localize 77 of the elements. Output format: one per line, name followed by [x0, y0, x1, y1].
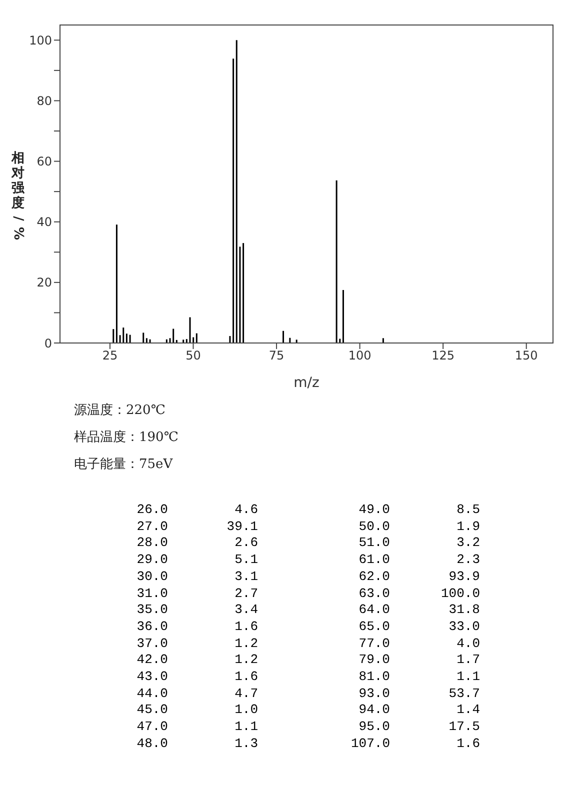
y-tick-label: 20 — [36, 276, 52, 290]
text: 93.9 — [448, 568, 480, 584]
text: 62.0 — [358, 568, 390, 584]
text: 35.0 — [136, 602, 168, 618]
text: 1.2 — [234, 652, 258, 668]
text: 1.9 — [456, 518, 480, 534]
text: 51.0 — [358, 535, 390, 550]
text: 5.1 — [234, 552, 258, 568]
text: 31.8 — [448, 602, 480, 618]
text: 64.0 — [358, 602, 390, 618]
text: 1.0 — [234, 702, 258, 718]
text: 28.0 — [136, 535, 168, 550]
text: 1.4 — [456, 702, 480, 718]
text: 1.3 — [234, 736, 258, 751]
text: 源温度：220℃ — [74, 402, 166, 420]
text: 48.0 — [136, 736, 168, 751]
text: 1.6 — [456, 736, 480, 751]
text: 3.2 — [456, 535, 480, 550]
x-tick-label: 125 — [432, 348, 455, 363]
text: 44.0 — [136, 686, 168, 701]
text: 65.0 — [358, 618, 390, 634]
y-tick-label: 60 — [36, 154, 52, 169]
text: 39.1 — [226, 518, 258, 534]
text: 37.0 — [136, 636, 168, 651]
y-tick-label: 100 — [29, 33, 52, 48]
text: 100.0 — [440, 586, 480, 601]
text: 36.0 — [136, 618, 168, 634]
x-tick-label: 150 — [514, 348, 538, 363]
x-tick-label: 25 — [102, 348, 118, 363]
text: 1.6 — [234, 669, 258, 684]
y-tick-label: 80 — [36, 94, 52, 108]
text: 4.0 — [456, 636, 480, 651]
text: 63.0 — [358, 586, 390, 601]
text: 1.1 — [234, 719, 258, 734]
text: 1.2 — [234, 636, 258, 651]
text: 47.0 — [136, 719, 168, 734]
text: 33.0 — [448, 618, 480, 634]
text: 4.7 — [234, 686, 258, 701]
x-tick-label: 100 — [348, 348, 372, 363]
text: 2.6 — [234, 535, 258, 550]
text: 1.6 — [234, 618, 258, 634]
text: 81.0 — [358, 669, 390, 684]
text: 1.1 — [456, 669, 480, 684]
x-tick-label: 50 — [186, 348, 201, 363]
text: 3.1 — [234, 568, 258, 584]
text: 2.7 — [234, 586, 258, 601]
y-tick-label: 0 — [44, 336, 52, 350]
text: 1.7 — [456, 652, 480, 668]
text: 61.0 — [358, 552, 390, 568]
text: 50.0 — [358, 518, 390, 534]
text: 53.7 — [448, 686, 480, 701]
y-tick-label: 40 — [36, 215, 52, 230]
text: 77.0 — [358, 636, 390, 651]
text: 107.0 — [350, 736, 390, 751]
x-tick-label: 75 — [268, 348, 284, 363]
text: 94.0 — [358, 702, 390, 718]
text: 样品温度：190℃ — [74, 429, 180, 447]
text: 30.0 — [136, 568, 168, 584]
text: 31.0 — [136, 586, 168, 601]
text: 27.0 — [136, 518, 168, 534]
text: 43.0 — [136, 669, 168, 684]
text: 3.4 — [234, 602, 258, 618]
text: 4.6 — [234, 502, 258, 517]
text: 电子能量：75eV — [74, 456, 174, 474]
text: 2.3 — [456, 552, 480, 568]
text: 93.0 — [358, 686, 390, 701]
y-axis-title: 相对强度/% — [10, 151, 26, 242]
text: 49.0 — [358, 502, 390, 517]
text: 79.0 — [358, 652, 390, 668]
text: 42.0 — [136, 652, 168, 668]
text: 26.0 — [136, 502, 168, 517]
text: 45.0 — [136, 702, 168, 718]
text: 8.5 — [456, 502, 480, 517]
x-axis-title: m/z — [294, 375, 320, 391]
text: 29.0 — [136, 552, 168, 568]
text: 95.0 — [358, 719, 390, 734]
text: 17.5 — [448, 719, 480, 734]
